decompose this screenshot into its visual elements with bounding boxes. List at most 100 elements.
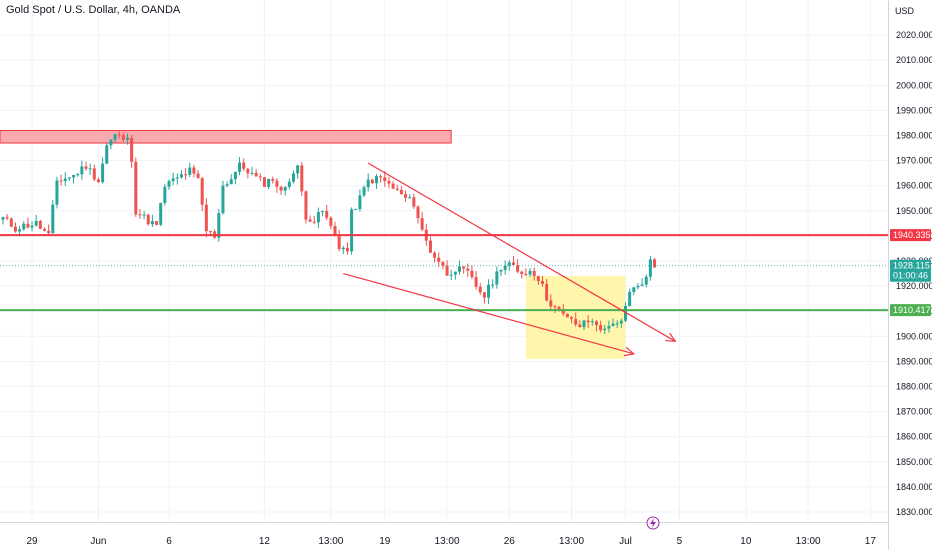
- candle-body: [59, 180, 63, 182]
- candle: [43, 227, 46, 232]
- candle-body: [516, 265, 520, 272]
- candle: [126, 133, 129, 145]
- y-tick-label: 1920.000: [896, 281, 932, 291]
- candle-body: [184, 174, 188, 176]
- candle: [553, 304, 557, 314]
- candle: [171, 172, 175, 185]
- candle: [246, 167, 250, 179]
- y-tick-label: 1970.000: [896, 156, 932, 166]
- candle-body: [607, 326, 611, 329]
- candle-body: [603, 328, 607, 331]
- x-tick-label: 6: [166, 536, 172, 547]
- candle-body: [628, 292, 632, 307]
- currency-label[interactable]: USD: [895, 6, 915, 16]
- candle-body: [1, 217, 5, 220]
- candle-body: [175, 177, 179, 179]
- candle-body: [113, 134, 117, 140]
- candle-body: [441, 261, 445, 266]
- candle-body: [43, 228, 46, 231]
- candle: [458, 260, 461, 275]
- candle: [262, 177, 266, 188]
- candle: [47, 224, 51, 235]
- candle: [38, 219, 42, 230]
- y-tick-label: 2020.000: [896, 30, 932, 40]
- candle-body: [399, 189, 403, 195]
- candle: [549, 294, 553, 310]
- candle: [325, 204, 329, 221]
- candle: [308, 215, 312, 222]
- candle-body: [287, 181, 291, 187]
- candle-body: [524, 274, 528, 276]
- candle-body: [72, 174, 76, 178]
- candle: [138, 209, 142, 219]
- candle-body: [545, 283, 549, 301]
- candle-body: [304, 191, 308, 220]
- candle: [105, 143, 109, 165]
- candle: [619, 318, 623, 328]
- lightning-icon[interactable]: [646, 516, 660, 530]
- candle: [88, 163, 92, 175]
- candle: [134, 157, 138, 217]
- candle-body: [13, 226, 17, 232]
- candle-body: [67, 177, 71, 179]
- candle: [640, 278, 644, 287]
- candle-body: [624, 306, 627, 321]
- x-tick-label: 17: [865, 536, 877, 547]
- resistance-zone: [0, 130, 452, 144]
- candle-body: [619, 320, 623, 324]
- candle-body: [159, 202, 163, 225]
- candle: [536, 275, 540, 285]
- candle-body: [134, 161, 138, 215]
- candle-body: [495, 271, 499, 285]
- candle-body: [204, 204, 208, 232]
- candle: [412, 193, 416, 209]
- lower-trendline-arrowhead: [623, 346, 636, 357]
- candle-body: [416, 206, 420, 219]
- candle: [350, 207, 354, 255]
- candle-body: [503, 265, 507, 270]
- candle-body: [541, 281, 544, 284]
- candle-body: [404, 194, 408, 198]
- candle-body: [80, 166, 84, 175]
- candle: [354, 208, 358, 211]
- candle: [279, 185, 283, 195]
- y-tick-label: 1830.000: [896, 507, 932, 517]
- candle: [470, 265, 474, 280]
- candle: [72, 174, 76, 184]
- candle: [474, 270, 478, 290]
- candle: [221, 180, 225, 215]
- candle-body: [354, 209, 358, 211]
- candle: [532, 267, 536, 281]
- candle: [200, 176, 204, 212]
- candle-body: [632, 287, 636, 293]
- candle: [541, 275, 544, 287]
- x-tick-label: 13:00: [796, 536, 821, 547]
- candle-body: [296, 165, 300, 174]
- resistance-price-badge: 1940.335: [890, 229, 931, 242]
- candle: [113, 133, 117, 143]
- candle-body: [350, 209, 354, 252]
- current-price-badge-text: 1928.115: [893, 261, 930, 271]
- candle-body: [511, 262, 515, 266]
- candle: [611, 318, 615, 327]
- candle: [179, 170, 183, 179]
- candle-body: [375, 176, 378, 184]
- candle: [358, 189, 362, 212]
- candle: [528, 267, 532, 277]
- candle: [287, 178, 291, 190]
- candle-body: [258, 176, 262, 178]
- candle-body: [292, 173, 295, 182]
- candle: [30, 221, 34, 232]
- candle: [80, 160, 84, 180]
- candle-body: [570, 317, 574, 319]
- y-tick-label: 2010.000: [896, 55, 932, 65]
- candle: [362, 185, 366, 198]
- candle-body: [565, 313, 569, 318]
- support-price-badge-bg: [890, 304, 931, 317]
- candle-body: [478, 286, 482, 293]
- candle-body: [636, 285, 640, 288]
- candle: [408, 193, 412, 199]
- candle-body: [325, 210, 329, 218]
